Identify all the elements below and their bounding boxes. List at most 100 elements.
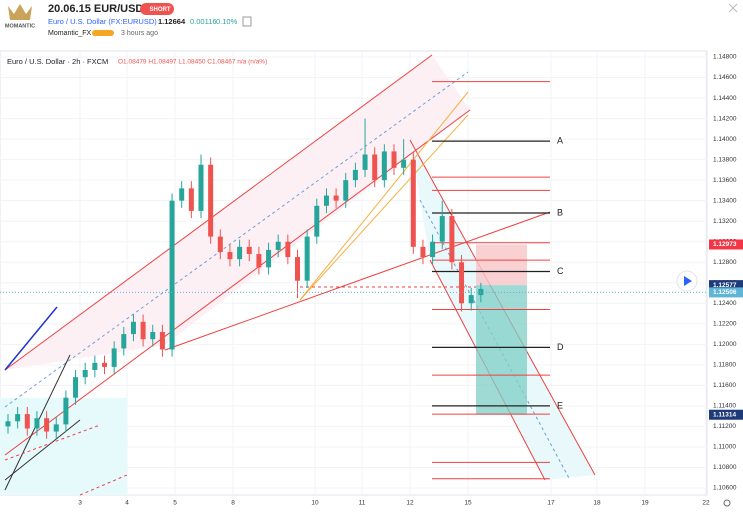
- time: 3 hours ago: [121, 30, 158, 37]
- candle-body: [102, 362, 107, 367]
- x-tick-label: 15: [464, 500, 472, 507]
- symbol-link[interactable]: Euro / U.S. Dollar (FX:EURUSD): [48, 17, 157, 26]
- candle-body: [111, 348, 117, 367]
- chart-title: Euro / U.S. Dollar · 2h · FXCM: [7, 57, 108, 66]
- y-tick-label: 1.13600: [713, 177, 737, 184]
- x-tick-label: 10: [311, 500, 319, 507]
- y-tick-label: 1.13400: [713, 197, 737, 204]
- candle-body: [323, 195, 329, 206]
- candle-body: [314, 205, 320, 237]
- idea-title: 20.06.15 EUR/USD: [48, 3, 143, 15]
- trendline: [299, 114, 469, 301]
- level-label: B: [557, 207, 563, 217]
- channel-fill: [5, 55, 470, 370]
- x-tick-label: 22: [702, 500, 710, 507]
- candle-body: [362, 154, 368, 170]
- candle-body: [439, 216, 445, 242]
- y-tick-label: 1.12000: [713, 341, 737, 348]
- level-label: E: [557, 400, 563, 410]
- y-tick-label: 1.11400: [713, 403, 736, 410]
- x-tick-label: 12: [406, 500, 414, 507]
- author[interactable]: Momantic_FX: [48, 30, 92, 37]
- candle-body: [304, 236, 310, 281]
- trendline: [79, 474, 128, 496]
- change: 0.00116: [190, 17, 217, 26]
- x-tick-label: 8: [231, 500, 235, 507]
- candle-body: [44, 418, 50, 432]
- price-tag-label: 1.12973: [713, 241, 737, 248]
- level-label: A: [557, 136, 563, 146]
- price-tag: [709, 239, 743, 250]
- candle-body: [34, 418, 40, 429]
- candle-body: [130, 321, 136, 335]
- candle-body: [217, 236, 223, 252]
- change-pct: 0.10%: [216, 17, 238, 26]
- candle-body: [121, 334, 127, 349]
- candle-body: [381, 151, 387, 181]
- x-tick-label: 18: [593, 500, 601, 507]
- trendline: [4, 71, 469, 408]
- candle-body: [53, 424, 59, 432]
- candle-body: [63, 397, 69, 425]
- candle-body: [82, 369, 88, 378]
- candle-body: [295, 257, 300, 281]
- level-label: D: [557, 342, 564, 352]
- candle-body: [468, 295, 474, 304]
- y-tick-label: 1.12800: [713, 259, 737, 266]
- header: MOMANTIC 20.06.15 EUR/USD SHORT Euro / U…: [5, 3, 738, 37]
- x-tick-label: 19: [641, 500, 649, 507]
- y-tick-label: 1.13800: [713, 156, 737, 163]
- ohlc-legend: O1.08479 H1.08497 L1.08450 C1.08467 n/a …: [118, 59, 267, 66]
- candle-body: [401, 159, 407, 168]
- candle-body: [420, 246, 426, 258]
- short-badge-text: SHORT: [150, 7, 171, 13]
- price-tag: [709, 409, 743, 420]
- candle-body: [352, 169, 358, 181]
- price: 1.12664: [158, 17, 186, 26]
- settings-icon[interactable]: [723, 499, 731, 507]
- y-tick-label: 1.13200: [713, 218, 737, 225]
- candle-body: [391, 151, 397, 168]
- candle-body: [266, 249, 272, 268]
- y-tick-label: 1.14800: [713, 54, 737, 61]
- level-label: C: [557, 266, 564, 276]
- y-tick-label: 1.14600: [713, 74, 737, 81]
- y-tick-label: 1.12400: [713, 300, 737, 307]
- candle-body: [285, 241, 291, 258]
- y-tick-label: 1.10600: [713, 485, 737, 492]
- price-tag: [709, 287, 743, 298]
- candle-body: [237, 246, 243, 260]
- x-tick-label: 4: [125, 500, 129, 507]
- trendline: [4, 424, 101, 461]
- candle-body: [459, 262, 465, 304]
- icon[interactable]: [242, 16, 252, 27]
- candle-body: [150, 332, 156, 340]
- candle-body: [256, 254, 262, 268]
- logo-text: MOMANTIC: [5, 23, 35, 29]
- trendline: [164, 211, 551, 351]
- y-tick-label: 1.11600: [713, 382, 736, 389]
- candle-body: [5, 421, 11, 427]
- candle-body: [410, 159, 416, 247]
- candle-body: [140, 321, 146, 340]
- price-tag: [709, 280, 743, 291]
- candle-body: [73, 377, 79, 398]
- y-tick-label: 1.11200: [713, 423, 736, 430]
- price-tag-label: 1.11314: [713, 411, 737, 418]
- candle-body: [333, 195, 339, 201]
- candle-body: [198, 164, 204, 211]
- candle-body: [275, 241, 281, 250]
- y-tick-label: 1.14400: [713, 95, 737, 102]
- y-tick-label: 1.11000: [713, 444, 736, 451]
- trendline: [299, 91, 469, 301]
- candle-body: [227, 251, 233, 260]
- candle-body: [188, 188, 194, 211]
- x-tick-label: 11: [359, 500, 366, 507]
- candle-body: [343, 180, 349, 201]
- y-tick-label: 1.14200: [713, 115, 737, 122]
- price-tag-label: 1.12577: [713, 282, 737, 289]
- y-tick-label: 1.10800: [713, 464, 737, 471]
- close-icon[interactable]: [728, 3, 738, 13]
